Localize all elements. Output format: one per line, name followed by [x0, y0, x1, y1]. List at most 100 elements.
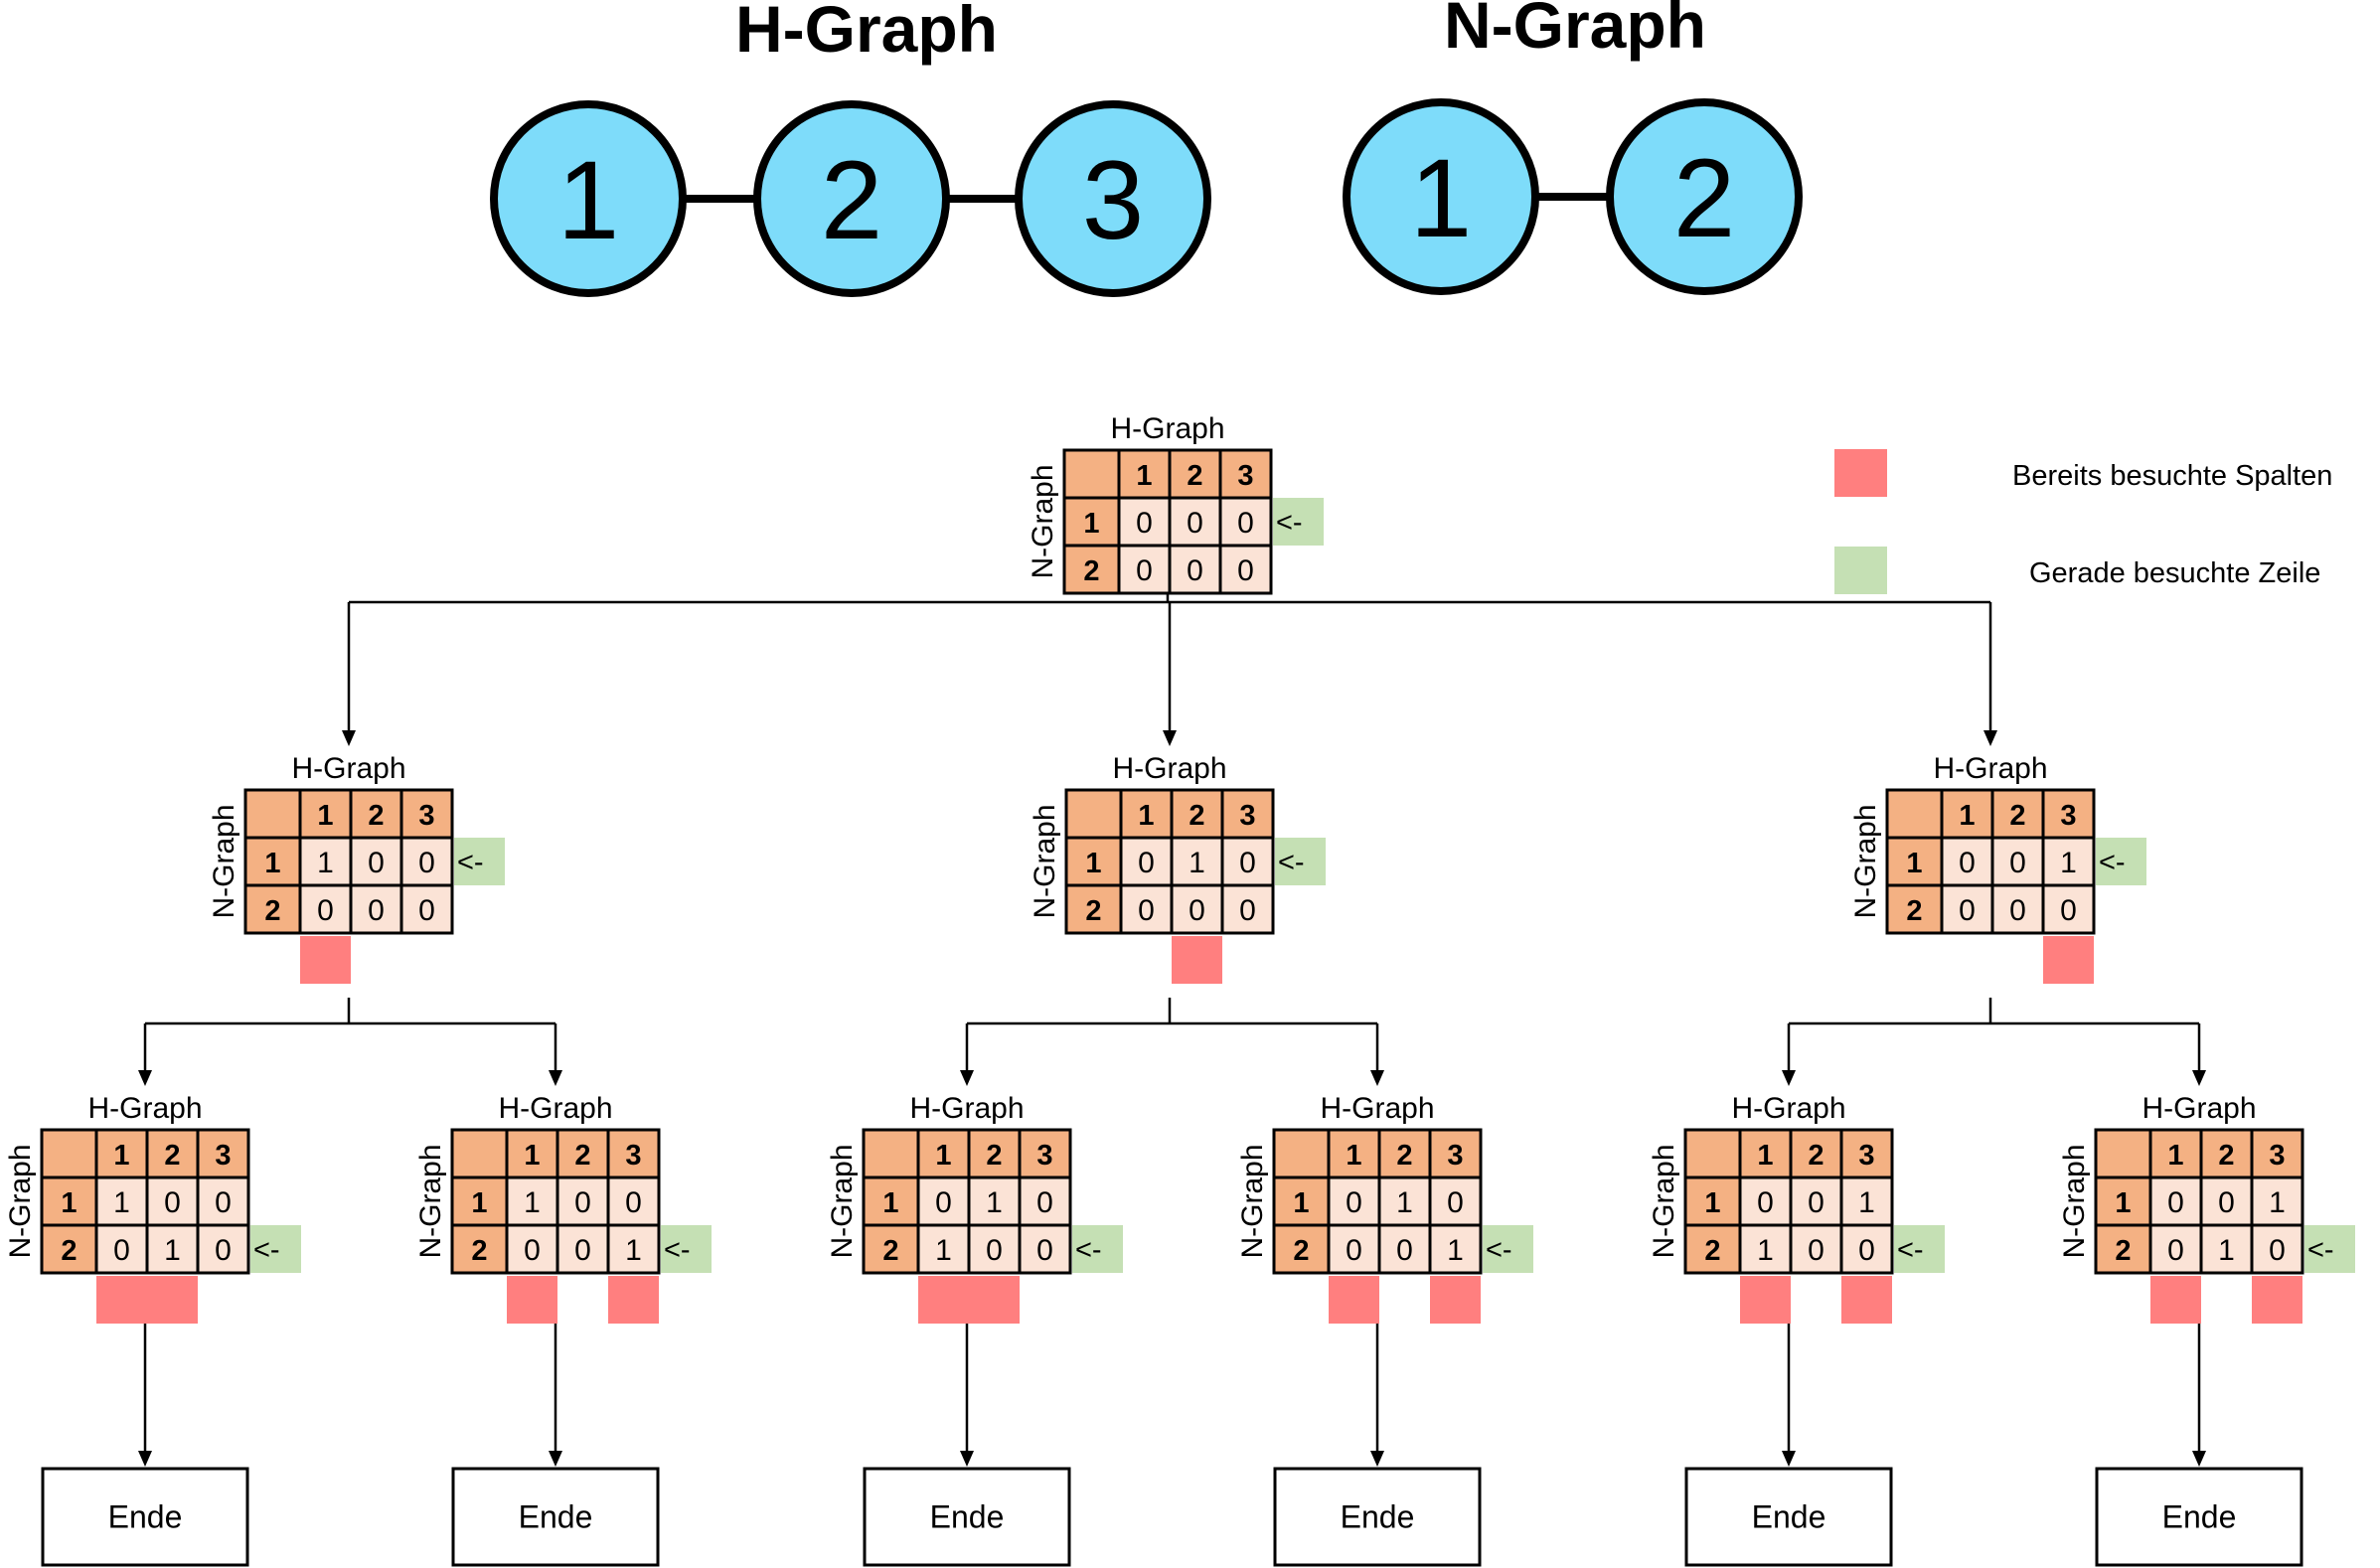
matrix-m7: H-Graph N-Graph 1 2 3 1 0 1 0 2 0 0 1 <-: [1236, 1092, 1533, 1324]
matrix-cell: [1738, 1176, 1793, 1227]
matrix-value: 0: [2009, 847, 2026, 879]
matrix-value: 1: [1757, 1234, 1774, 1267]
matrix-header-cell: [1683, 1223, 1742, 1275]
matrix-value: 0: [1396, 1234, 1413, 1267]
visited-column-marker: [1430, 1276, 1481, 1324]
matrix-value: 0: [1959, 894, 1976, 927]
matrix-header-cell: [1064, 788, 1123, 840]
arrow-head: [138, 1451, 152, 1467]
matrix-side-label: N-Graph: [208, 804, 240, 918]
end-box: [2095, 1467, 2303, 1567]
matrix-row-header: 2: [1085, 895, 1101, 927]
matrix-col-header: 3: [1036, 1140, 1052, 1172]
h-graph: H-Graph 1 2 3: [490, 0, 1211, 297]
matrix-col-header: 2: [1189, 800, 1204, 832]
current-row-arrow: <-: [664, 1234, 691, 1266]
matrix-col-header: 2: [2009, 800, 2025, 832]
matrix-row-header: 1: [471, 1187, 487, 1219]
matrix-value: 0: [1959, 847, 1976, 879]
matrix-col-header: 1: [1136, 460, 1152, 492]
matrix-row-header: 1: [1704, 1187, 1720, 1219]
matrix-top-label: H-Graph: [2142, 1092, 2256, 1125]
matrix-value: 0: [1187, 554, 1203, 587]
n-graph-node-1: 1: [1343, 98, 1539, 295]
matrix-header-cell: [862, 1128, 920, 1179]
matrix-col-header: 3: [418, 800, 434, 832]
matrix-col-header: 2: [1808, 1140, 1824, 1172]
matrix-header-cell: [1839, 1128, 1894, 1179]
visited-column-marker: [507, 1276, 557, 1324]
matrix-value: 0: [2167, 1234, 2184, 1267]
matrix-value: 0: [1808, 1234, 1825, 1267]
matrix-value: 1: [1447, 1234, 1464, 1267]
matrix-value: 1: [1396, 1186, 1413, 1219]
end-box: [1273, 1467, 1482, 1567]
matrix-value: 1: [317, 847, 334, 879]
matrix-cell: [145, 1176, 200, 1227]
n-graph-title: N-Graph: [1444, 0, 1706, 62]
end-boxes: Ende Ende Ende Ende Ende Ende: [41, 1467, 2303, 1567]
matrix-cell: [1220, 836, 1275, 887]
matrix-top-label: H-Graph: [1731, 1092, 1845, 1125]
end-label: Ende: [2162, 1499, 2237, 1535]
matrix-col-header: 3: [1447, 1140, 1463, 1172]
matrix-col-header: 1: [113, 1140, 129, 1172]
matrix-row-header: 1: [1906, 848, 1922, 879]
matrix-row-header: 1: [1085, 848, 1101, 879]
matrix-row-header: 2: [2115, 1235, 2131, 1267]
matrix-row-header: 2: [1083, 555, 1099, 587]
matrix-header-cell: [450, 1128, 509, 1179]
matrix-header-cell: [1018, 1128, 1072, 1179]
matrix-row-header: 1: [882, 1187, 898, 1219]
matrix-col-header: 2: [1187, 460, 1202, 492]
current-row-arrow: <-: [2307, 1234, 2334, 1266]
current-row-marker: [1275, 838, 1326, 885]
svg-text:1: 1: [1410, 136, 1472, 260]
matrix-col-header: 1: [1138, 800, 1154, 832]
matrix-value: 0: [164, 1186, 181, 1219]
matrix-cell: [399, 836, 454, 887]
matrix-cell: [196, 1176, 250, 1227]
matrix-side-label: N-Graph: [1648, 1144, 1680, 1258]
matrix-top-label: H-Graph: [909, 1092, 1024, 1125]
visited-column-marker: [1740, 1276, 1791, 1324]
current-row-marker: [250, 1225, 301, 1273]
matrix-cell: [1738, 1223, 1793, 1275]
matrix-row-header: 1: [1083, 508, 1099, 540]
current-row-arrow: <-: [457, 847, 484, 878]
matrix-value: 0: [1036, 1186, 1053, 1219]
matrix-col-header: 1: [1959, 800, 1975, 832]
matrix-top-label: H-Graph: [1110, 412, 1224, 445]
arrow-head: [549, 1451, 562, 1467]
matrix-header-cell: [40, 1128, 98, 1179]
visited-column-marker: [918, 1276, 1020, 1324]
current-row-marker: [1072, 1225, 1123, 1273]
matrix-value: 0: [1447, 1186, 1464, 1219]
matrix-col-header: 3: [625, 1140, 641, 1172]
current-row-arrow: <-: [2099, 847, 2126, 878]
matrix-header-cell: [2094, 1128, 2152, 1179]
arrow-head: [960, 1451, 974, 1467]
matrix-value: 1: [1858, 1186, 1875, 1219]
arrow-head: [1370, 1451, 1384, 1467]
visited-column-marker: [1841, 1276, 1892, 1324]
matrix-value: 0: [1239, 894, 1256, 927]
matrix-side-label: N-Graph: [414, 1144, 447, 1258]
matrix-m9: H-Graph N-Graph 1 2 3 1 0 0 1 2 0 1 0 <-: [2058, 1092, 2355, 1324]
matrix-value: 0: [215, 1234, 232, 1267]
matrix-col-header: 1: [2167, 1140, 2183, 1172]
end-box: [863, 1467, 1071, 1567]
matrix-header-cell: [1062, 544, 1121, 595]
arrow-head: [960, 1070, 974, 1086]
matrix-value: 0: [1138, 894, 1155, 927]
matrix-col-header: 2: [368, 800, 384, 832]
matrix-value: 0: [524, 1234, 541, 1267]
end-label: Ende: [1341, 1499, 1415, 1535]
matrix-value: 0: [1187, 507, 1203, 540]
matrix-col-header: 3: [1858, 1140, 1874, 1172]
matrix-value: 0: [2060, 894, 2077, 927]
current-row-arrow: <-: [1897, 1234, 1924, 1266]
